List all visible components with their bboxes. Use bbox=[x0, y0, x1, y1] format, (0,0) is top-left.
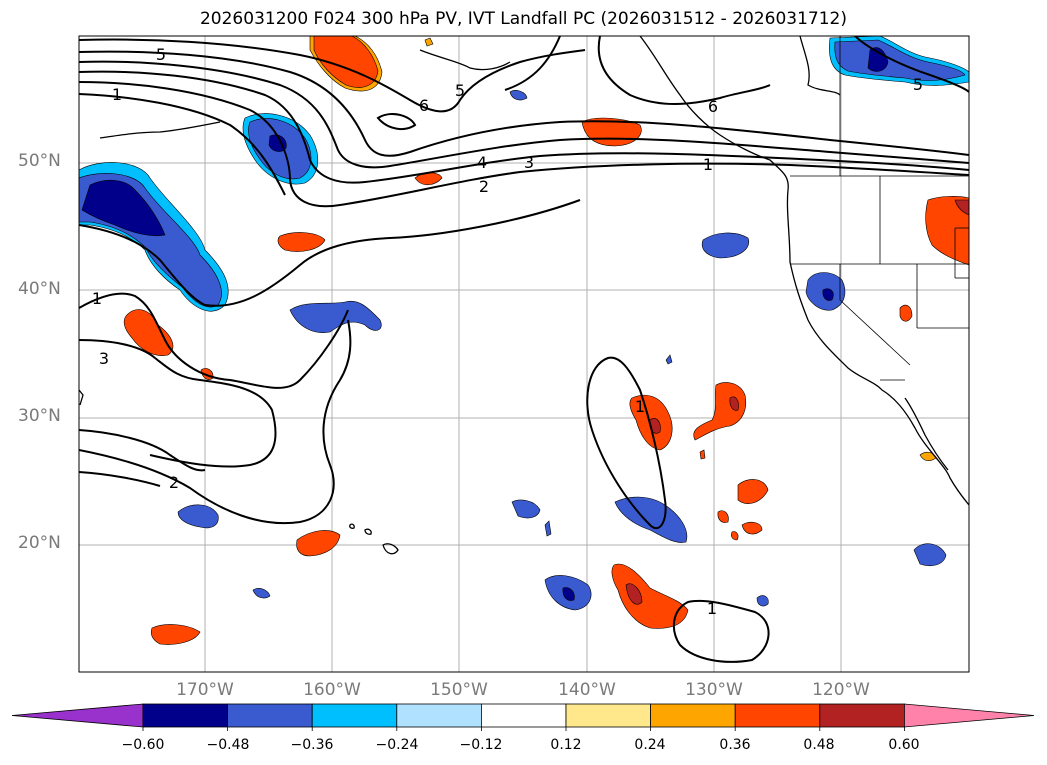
colorbar-tick-label: −0.36 bbox=[290, 737, 334, 753]
lon-label: 150°W bbox=[430, 680, 488, 700]
pv-contours bbox=[79, 36, 969, 663]
contour-label: 5 bbox=[455, 81, 465, 100]
contour-label: 2 bbox=[479, 177, 489, 196]
colorbar-tick-label: −0.48 bbox=[206, 737, 250, 753]
colorbar-tick-label: 0.48 bbox=[803, 737, 835, 753]
plot-area bbox=[79, 36, 969, 672]
contour-label: 4 bbox=[477, 153, 487, 172]
contour-label: 1 bbox=[112, 85, 122, 104]
positive-anomaly-regions bbox=[123, 36, 969, 645]
lon-label: 120°W bbox=[812, 680, 870, 700]
lat-label: 30°N bbox=[18, 406, 61, 426]
contour-label: 6 bbox=[708, 97, 718, 116]
lon-label: 170°W bbox=[176, 680, 234, 700]
lon-label: 130°W bbox=[685, 680, 743, 700]
lat-label: 20°N bbox=[18, 533, 61, 553]
contour-label: 3 bbox=[524, 153, 534, 172]
colorbar-segment bbox=[142, 703, 228, 728]
colorbar-segment bbox=[311, 703, 398, 728]
map-title: 2026031200 F024 300 hPa PV, IVT Landfall… bbox=[199, 9, 847, 29]
colorbar-segment bbox=[565, 703, 651, 728]
colorbar-tick-label: 0.36 bbox=[719, 737, 751, 753]
gridlines bbox=[79, 36, 969, 672]
lat-label: 40°N bbox=[18, 279, 61, 299]
colorbar-tick-label: −0.60 bbox=[121, 737, 165, 753]
colorbar-extend-high bbox=[904, 703, 1035, 728]
colorbar bbox=[11, 703, 1035, 731]
contour-labels: 5 1 6 5 4 3 2 1 6 5 1 3 2 1 1 bbox=[92, 45, 923, 618]
contour-label: 1 bbox=[635, 397, 645, 416]
lat-label: 50°N bbox=[18, 151, 61, 171]
contour-label: 2 bbox=[169, 473, 179, 492]
colorbar-extend-low bbox=[11, 703, 144, 728]
negative-anomaly-regions bbox=[79, 36, 969, 611]
colorbar-tick-label: 0.24 bbox=[634, 737, 666, 753]
lon-label: 160°W bbox=[303, 680, 361, 700]
contour-label: 5 bbox=[913, 75, 923, 94]
contour-label: 3 bbox=[99, 349, 109, 368]
lon-label: 140°W bbox=[558, 680, 616, 700]
colorbar-segment bbox=[819, 703, 905, 728]
colorbar-segment bbox=[227, 703, 313, 728]
contour-label: 1 bbox=[92, 289, 102, 308]
colorbar-tick-label: −0.12 bbox=[459, 737, 503, 753]
colorbar-tick-label: 0.12 bbox=[550, 737, 582, 753]
contour-label: 1 bbox=[707, 599, 717, 618]
colorbar-tick-label: −0.24 bbox=[375, 737, 419, 753]
colorbar-segment bbox=[480, 703, 567, 728]
contour-label: 1 bbox=[703, 155, 713, 174]
plot-frame bbox=[78, 35, 970, 673]
colorbar-tick-label: 0.60 bbox=[888, 737, 920, 753]
contour-label: 6 bbox=[419, 96, 429, 115]
colorbar-segment bbox=[396, 703, 482, 728]
colorbar-segment bbox=[650, 703, 736, 728]
colorbar-segment bbox=[734, 703, 821, 728]
coastlines bbox=[79, 36, 969, 555]
contour-label: 5 bbox=[156, 45, 166, 64]
